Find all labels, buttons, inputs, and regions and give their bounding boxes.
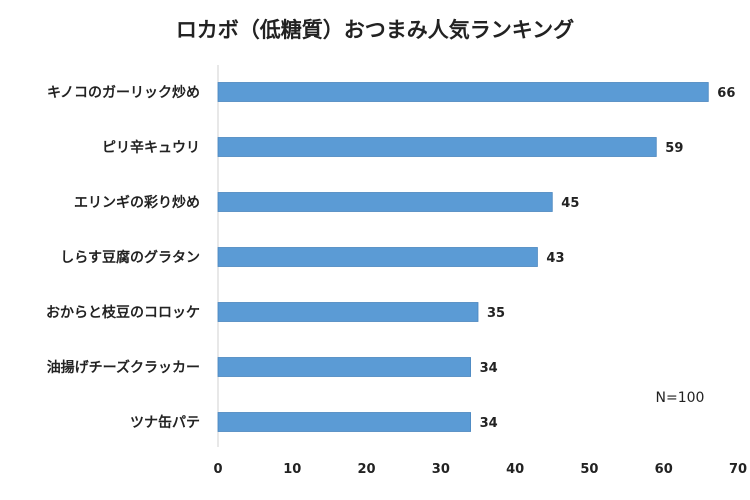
x-tick-20: 20 (358, 462, 376, 477)
x-tick-10: 10 (283, 462, 301, 477)
data-labels: 66 59 45 43 35 34 34 (480, 86, 736, 431)
x-tick-70: 70 (729, 462, 747, 477)
data-label-6: 34 (480, 361, 498, 376)
chart-title: ロカボ（低糖質）おつまみ人気ランキング (176, 18, 574, 42)
x-tick-labels: 0 10 20 30 40 50 60 70 (213, 462, 747, 477)
category-label-5: おからと枝豆のコロッケ (46, 304, 200, 321)
bar-2 (217, 137, 657, 157)
data-label-3: 45 (561, 196, 579, 211)
bar-7 (217, 412, 471, 432)
data-label-5: 35 (487, 306, 505, 321)
category-label-2: ピリ辛キュウリ (102, 139, 200, 156)
data-label-2: 59 (665, 141, 683, 156)
bar-5 (217, 302, 479, 322)
category-label-4: しらす豆腐のグラタン (60, 249, 200, 266)
sample-size-annotation: N=100 (656, 390, 705, 406)
x-tick-0: 0 (213, 462, 222, 477)
data-label-7: 34 (480, 416, 498, 431)
category-label-7: ツナ缶パテ (130, 414, 200, 431)
bar-4 (217, 247, 538, 267)
bar-6 (217, 357, 471, 377)
x-tick-60: 60 (655, 462, 673, 477)
category-label-6: 油揚げチーズクラッカー (47, 359, 200, 376)
category-label-1: キノコのガーリック炒め (47, 85, 200, 101)
category-labels: キノコのガーリック炒めピリ辛キュウリエリンギの彩り炒めしらす豆腐のグラタンおから… (46, 85, 200, 431)
bar-1 (217, 82, 709, 102)
bars (217, 82, 709, 432)
data-label-4: 43 (546, 251, 564, 266)
x-tick-40: 40 (506, 462, 524, 477)
x-tick-30: 30 (432, 462, 450, 477)
bar-3 (217, 192, 553, 212)
x-tick-50: 50 (580, 462, 598, 477)
data-label-1: 66 (717, 86, 735, 101)
category-label-3: エリンギの彩り炒め (74, 194, 200, 211)
